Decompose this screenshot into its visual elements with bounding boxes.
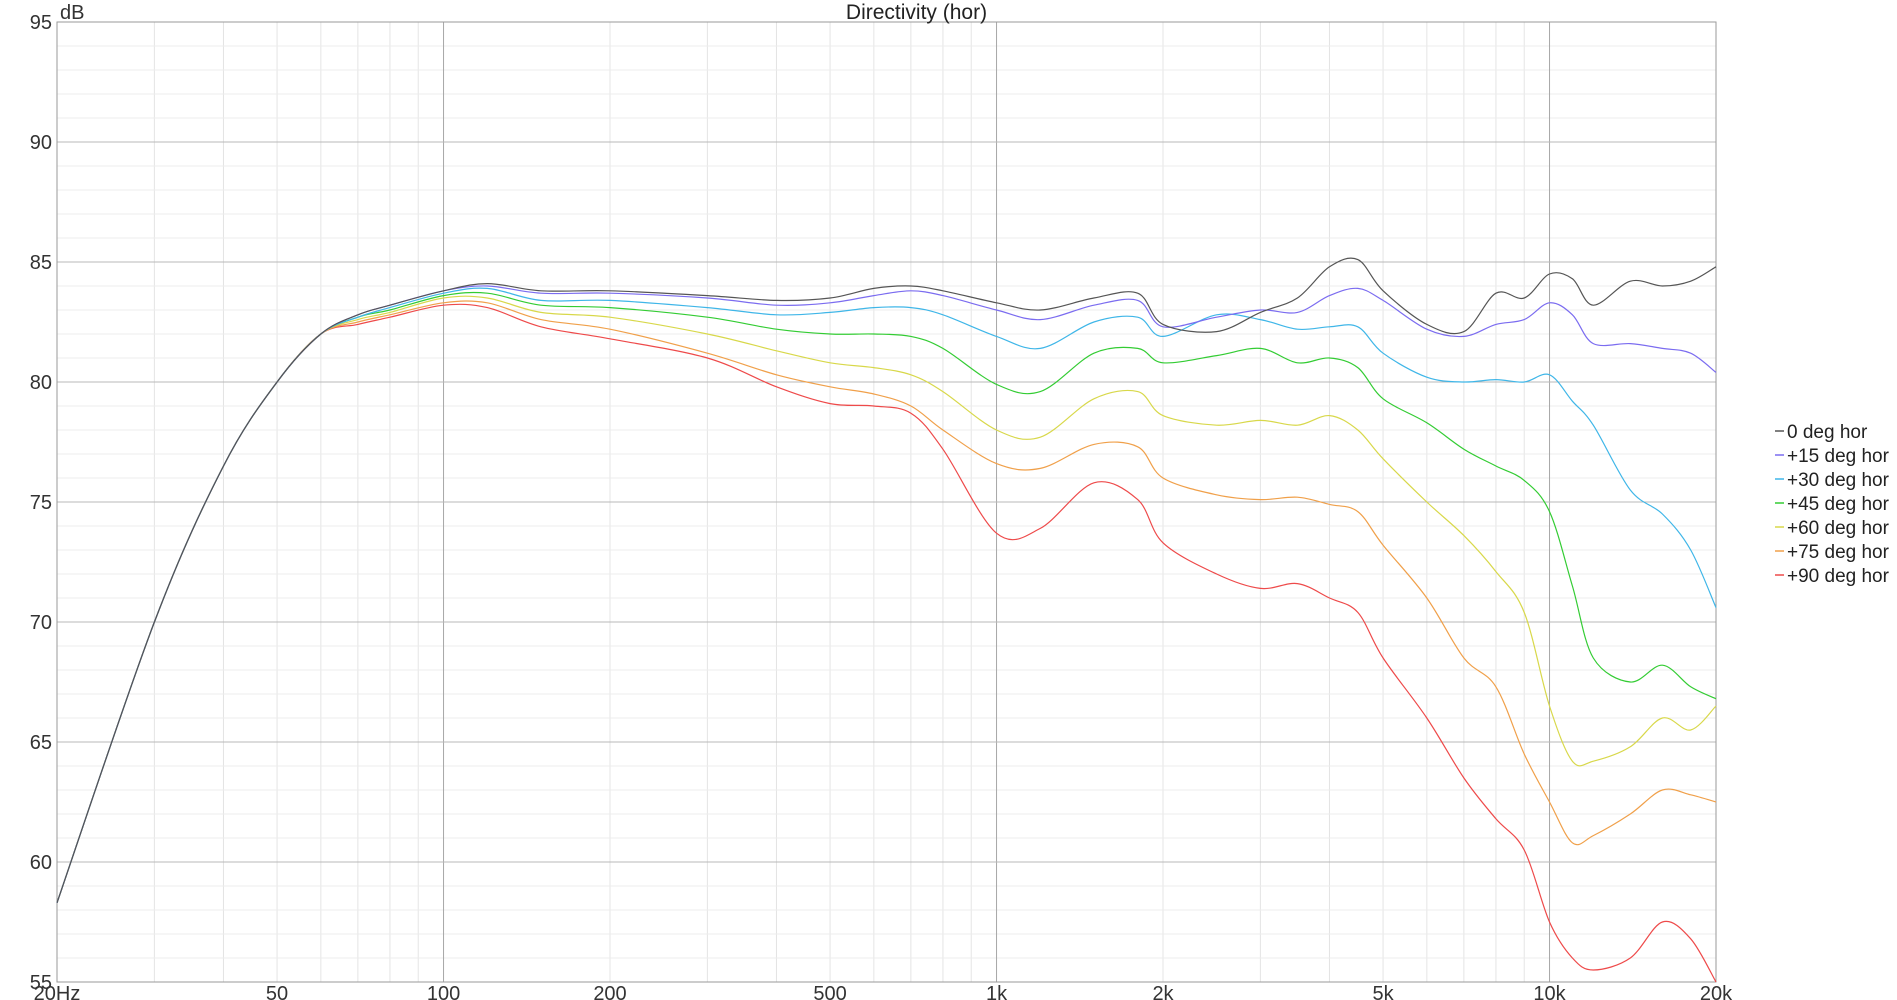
series-lines [56, 257, 1717, 983]
y-tick-label: 55 [30, 972, 52, 994]
legend-label-15-deg-hor: +15 deg hor [1787, 446, 1890, 467]
x-tick-label: 20Hz [34, 983, 81, 1000]
x-tick-label: 100 [427, 983, 460, 1000]
x-tick-label: 200 [593, 983, 626, 1000]
series-line-90-deg-hor [56, 303, 1717, 983]
y-tick-label: 85 [30, 252, 52, 274]
series-line-30-deg-hor [56, 287, 1717, 903]
legend-label-90-deg-hor: +90 deg hor [1787, 566, 1890, 587]
chart-title: Directivity (hor) [846, 1, 987, 24]
x-axis-ticks: 20Hz 50 100 200 500 1k 2k 5k 10k 20k [34, 983, 1733, 1000]
x-tick-label: 10k [1533, 983, 1566, 1000]
legend-label-0-deg-hor: 0 deg hor [1787, 422, 1868, 443]
x-tick-label: 500 [813, 983, 846, 1000]
y-tick-label: 75 [30, 492, 52, 514]
y-tick-label: 65 [30, 732, 52, 754]
x-tick-label: 5k [1372, 983, 1394, 1000]
legend: 0 deg hor +15 deg hor +30 deg hor +45 deg h… [1775, 422, 1890, 587]
x-tick-label: 20k [1700, 983, 1733, 1000]
y-tick-label: 80 [30, 372, 52, 394]
y-axis-ticks: 95 90 85 80 75 70 65 60 55 [30, 12, 52, 994]
series-line-75-deg-hor [56, 300, 1717, 903]
y-axis-unit-label: dB [60, 2, 84, 24]
x-tick-label: 50 [266, 983, 288, 1000]
x-tick-label: 2k [1152, 983, 1174, 1000]
y-tick-label: 60 [30, 852, 52, 874]
series-line-0-deg-hor [56, 257, 1717, 903]
legend-label-30-deg-hor: +30 deg hor [1787, 470, 1890, 491]
legend-label-60-deg-hor: +60 deg hor [1787, 518, 1890, 539]
plot-frame [56, 21, 1717, 983]
y-tick-label: 90 [30, 132, 52, 154]
y-tick-label: 95 [30, 12, 52, 34]
legend-label-45-deg-hor: +45 deg hor [1787, 494, 1890, 515]
x-tick-label: 1k [986, 983, 1008, 1000]
legend-label-75-deg-hor: +75 deg hor [1787, 542, 1890, 563]
series-line-60-deg-hor [56, 295, 1717, 903]
y-tick-label: 70 [30, 612, 52, 634]
